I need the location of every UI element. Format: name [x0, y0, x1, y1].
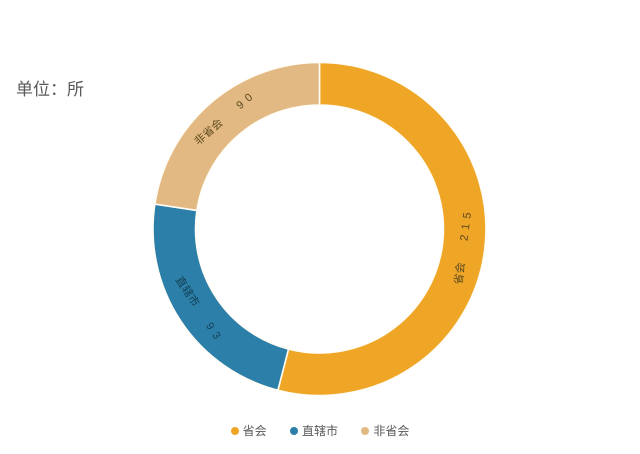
svg-text:会: 会	[453, 262, 467, 275]
